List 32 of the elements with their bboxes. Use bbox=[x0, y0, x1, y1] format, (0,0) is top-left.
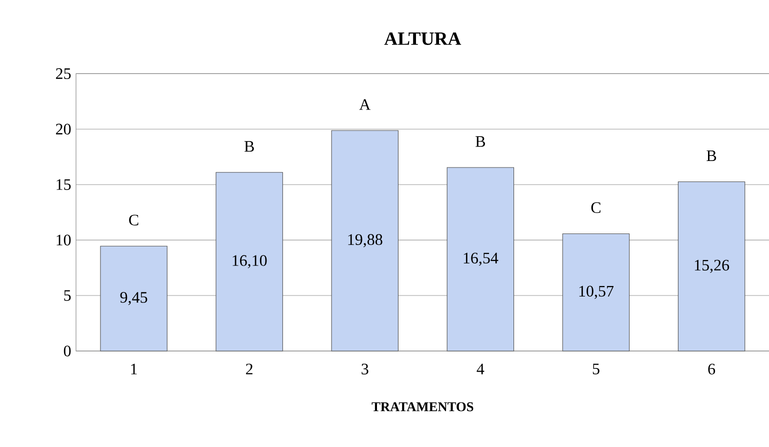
y-tick-label: 10 bbox=[56, 234, 71, 246]
annotation: B bbox=[244, 141, 254, 152]
annotation: B bbox=[476, 136, 485, 147]
bar bbox=[100, 246, 168, 352]
data-label: 19,88 bbox=[348, 234, 382, 248]
x-axis-title: TRATAMENTOS bbox=[372, 402, 474, 412]
bar bbox=[331, 130, 398, 352]
bar bbox=[216, 172, 283, 352]
y-tick-label: 25 bbox=[56, 68, 71, 80]
data-label: 16,10 bbox=[232, 255, 267, 268]
data-label: 15,26 bbox=[694, 260, 730, 273]
annotation: C bbox=[129, 214, 138, 226]
annotation: B bbox=[706, 150, 716, 161]
y-tick-label: 20 bbox=[56, 124, 71, 135]
data-label: 16,54 bbox=[464, 252, 498, 266]
y-tick-label: 5 bbox=[64, 290, 71, 301]
y-tick-label: 0 bbox=[64, 346, 71, 356]
chart-title: ALTURA bbox=[384, 32, 462, 45]
annotation: A bbox=[359, 99, 371, 110]
x-tick-label: 1 bbox=[131, 364, 137, 374]
x-tick-label: 4 bbox=[476, 364, 484, 374]
y-tick-label: 15 bbox=[56, 179, 71, 190]
x-tick-label: 6 bbox=[708, 364, 716, 374]
x-tick-label: 5 bbox=[592, 364, 600, 374]
annotation: C bbox=[591, 202, 600, 214]
bar bbox=[678, 181, 746, 352]
data-label: 9,45 bbox=[120, 292, 148, 306]
data-label: 10,57 bbox=[579, 286, 614, 299]
bar bbox=[562, 233, 630, 352]
x-tick-label: 2 bbox=[246, 364, 252, 374]
bar bbox=[446, 167, 514, 352]
x-tick-label: 3 bbox=[362, 364, 368, 374]
